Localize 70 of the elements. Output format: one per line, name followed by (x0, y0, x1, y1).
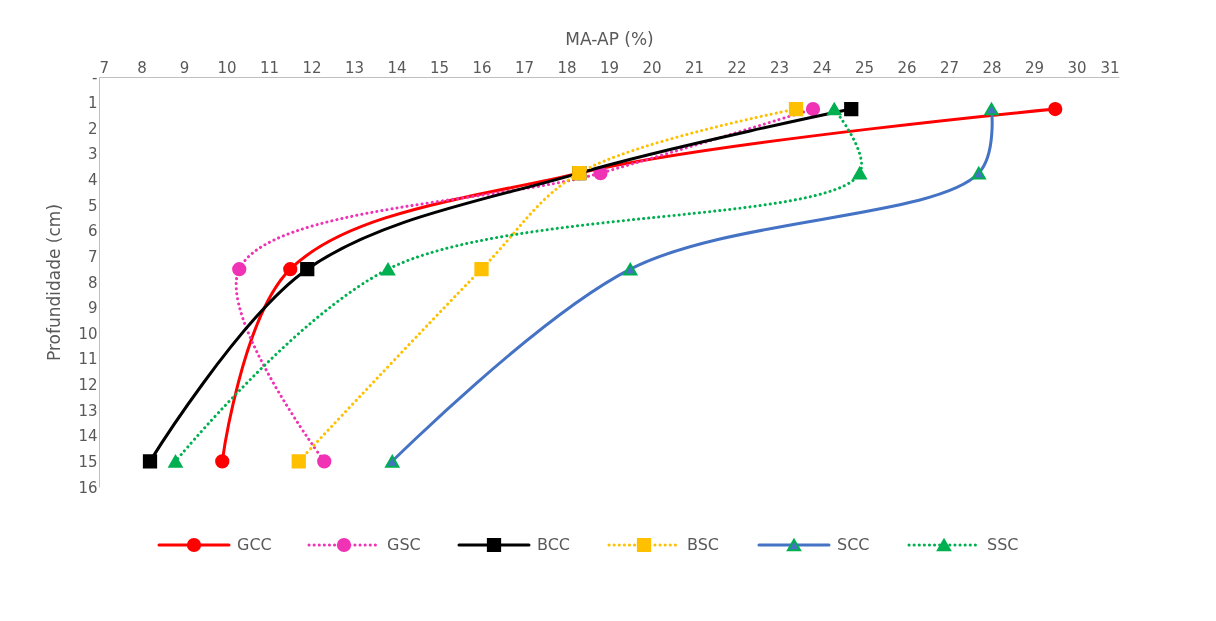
point (283, 262, 298, 277)
point (852, 166, 867, 180)
point (805, 101, 821, 117)
point (623, 262, 638, 276)
legend-label: GSC (387, 535, 421, 554)
y-tick-label: 5 (87, 196, 98, 215)
x-tick-label: 26 (897, 58, 917, 77)
point (317, 454, 332, 469)
x-tick-label: 19 (599, 58, 620, 77)
point (142, 454, 158, 469)
x-tick-label: 14 (387, 58, 407, 77)
point (788, 101, 804, 117)
y-tick-label: 2 (87, 119, 98, 138)
legend-label: SSC (987, 535, 1019, 554)
x-tick-label: 20 (642, 58, 662, 77)
y-axis-title: Profundidade (cm) (44, 203, 65, 362)
y-tick-label: 16 (78, 478, 98, 497)
point (474, 262, 489, 277)
y-tick-label: 14 (78, 427, 98, 446)
y-tick-label: 9 (87, 299, 98, 318)
x-axis-title: MA-AP (%) (565, 28, 654, 49)
legend-label: BCC (537, 535, 571, 554)
x-tick-label: 29 (1024, 58, 1045, 77)
y-tick-label: 11 (78, 350, 98, 369)
point (844, 101, 859, 117)
point (168, 455, 183, 468)
x-tick-label: 17 (514, 58, 535, 77)
x-tick-label: 25 (854, 58, 875, 77)
legend-label: BSC (687, 535, 720, 554)
point (380, 262, 396, 276)
y-tick-label: 7 (87, 247, 98, 266)
x-tick-label: 11 (259, 58, 280, 77)
point (385, 455, 400, 468)
x-tick-label: 22 (727, 58, 747, 77)
y-tick-label: 13 (78, 401, 98, 420)
x-tick-label: 10 (217, 58, 237, 77)
x-tick-label: 15 (429, 58, 450, 77)
point (984, 102, 999, 116)
y-tick-label: 10 (78, 324, 98, 343)
x-tick-label: 18 (557, 58, 577, 77)
x-tick-label: 9 (179, 58, 190, 77)
point (300, 262, 315, 277)
point (232, 262, 247, 277)
y-tick-label: 4 (87, 171, 98, 189)
x-tick-label: 24 (812, 58, 832, 77)
y-tick-label: 3 (87, 145, 98, 164)
x-tick-label: 21 (684, 58, 705, 77)
x-tick-label: 16 (472, 58, 492, 77)
point (291, 454, 306, 469)
x-tick-label: 8 (137, 58, 147, 77)
x-tick-label: 28 (982, 58, 1002, 77)
x-tick-label: 23 (769, 58, 790, 77)
point (215, 454, 230, 469)
x-tick-label: 31 (1100, 58, 1120, 77)
point (827, 102, 842, 116)
y-tick-label: 1 (87, 94, 98, 113)
point (971, 166, 986, 180)
point (1048, 101, 1063, 117)
legend-label: GCC (237, 535, 272, 554)
y-tick-label: - (92, 68, 98, 87)
x-tick-label: 27 (939, 58, 960, 77)
x-tick-label: 12 (302, 58, 322, 77)
legend-label: SCC (837, 535, 870, 554)
x-tick-label: 13 (344, 58, 365, 77)
y-tick-label: 8 (87, 273, 98, 292)
y-tick-label: 6 (87, 222, 98, 241)
x-tick-label: 30 (1067, 58, 1087, 77)
y-tick-label: 15 (78, 452, 98, 471)
y-tick-label: 12 (78, 376, 98, 394)
x-tick-label: 7 (99, 58, 110, 77)
